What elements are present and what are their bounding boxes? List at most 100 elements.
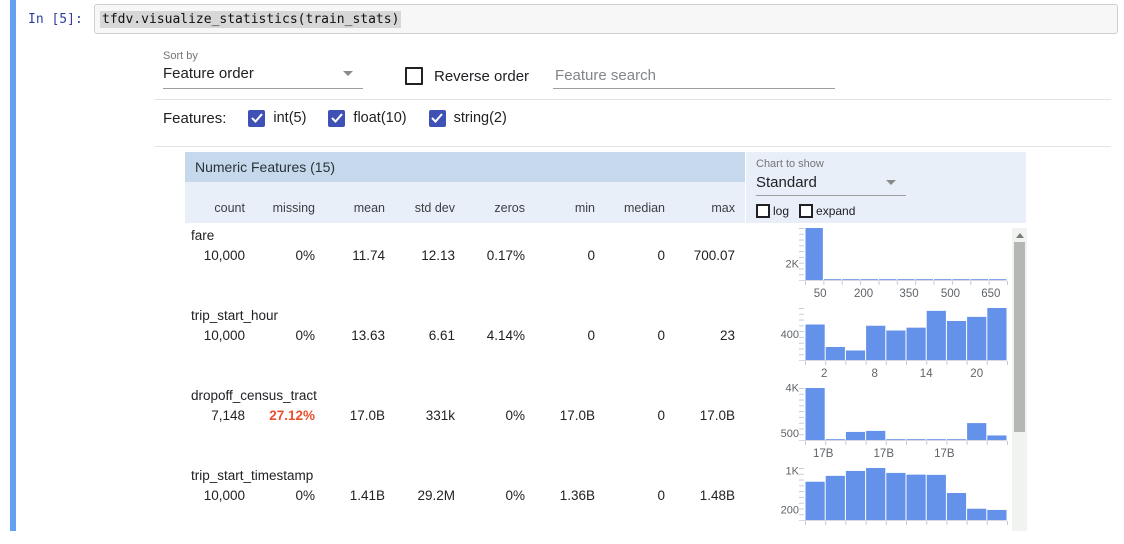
sort-by-label: Sort by [163, 50, 198, 62]
stat-cell-missing: 0% [295, 488, 315, 503]
stat-cell-max: 1.48B [699, 488, 735, 503]
histogram-bar [987, 509, 1007, 520]
histogram-bar [967, 508, 987, 520]
svg-text:650: 650 [981, 288, 1000, 300]
reverse-order-control[interactable]: Reverse order [405, 67, 529, 89]
table-row: dropoff_census_tract 7,148 27.12% 17.0B 331k… [185, 383, 745, 463]
sort-by-dropdown[interactable]: Feature order [163, 65, 363, 89]
filter-int[interactable]: int(5) [248, 109, 307, 127]
stat-cell-mean: 1.41B [349, 488, 385, 503]
column-header-max: max [711, 201, 735, 215]
scrollbar-thumb[interactable] [1014, 242, 1025, 432]
column-header-mean: mean [353, 201, 385, 215]
table-column-headers: count missing mean std dev zeros min median max [185, 182, 745, 223]
filter-float-label: float(10) [353, 110, 407, 126]
stat-cell-max: 17.0B [699, 408, 735, 423]
stat-cell-min: 17.0B [559, 408, 595, 423]
histogram-bar [825, 475, 845, 520]
stat-cell-median: 0 [657, 248, 665, 263]
chart-to-show-panel: Chart to show Standard log expand [746, 152, 1026, 223]
histogram-bar [926, 310, 946, 360]
stat-cell-max: 700.07 [693, 248, 735, 263]
histogram-bar [805, 228, 823, 280]
svg-text:20: 20 [970, 368, 983, 380]
charts-scrollbar[interactable] [1012, 228, 1027, 531]
histogram-trip_start_hour-histogram: 400 2 8 14 20 [781, 308, 1008, 380]
int-checkbox[interactable] [248, 109, 266, 127]
divider [155, 146, 1111, 147]
svg-text:4K: 4K [786, 384, 800, 395]
histogram-bar [915, 279, 934, 280]
selected-cell-indicator [10, 0, 16, 531]
histograms-column: 2K 50 200 350 500 650 400 2 8 14 20 4K 500 17B 17B 17B 1… [763, 224, 1011, 544]
histogram-fare-histogram: 2K 50 200 350 500 650 [786, 228, 1008, 300]
svg-text:17B: 17B [874, 448, 895, 460]
stat-cell-count: 7,148 [211, 408, 245, 423]
filter-string-label: string(2) [453, 110, 507, 126]
histogram-trip_start_timestamp-histogram: 1K 200 [781, 465, 1008, 525]
stat-cell-min: 0 [587, 248, 595, 263]
stat-cell-count: 10,000 [203, 328, 245, 343]
stat-cell-min: 1.36B [559, 488, 595, 503]
arrow-up-icon [1015, 232, 1024, 238]
stat-cell-zeros: 0% [505, 408, 525, 423]
column-header-count: count [214, 201, 245, 215]
svg-text:400: 400 [781, 329, 799, 341]
feature-search-input[interactable] [553, 66, 840, 85]
feature-name: dropoff_census_tract [191, 388, 317, 403]
stat-cell-std-dev: 331k [425, 408, 455, 423]
float-checkbox[interactable] [328, 109, 346, 127]
svg-text:350: 350 [899, 288, 918, 300]
histogram-bar [878, 279, 897, 280]
facets-controls: Sort by Feature order Reverse order Feat… [155, 50, 1111, 147]
scrollbar-up-button[interactable] [1012, 228, 1027, 242]
histogram-bar [970, 279, 989, 280]
histogram-bar [952, 279, 970, 280]
expand-checkbox[interactable] [799, 204, 814, 218]
chart-to-show-label: Chart to show [756, 158, 824, 170]
histogram-bar [987, 308, 1007, 360]
stat-cell-mean: 11.74 [352, 248, 385, 263]
code-cell[interactable]: tfdv.visualize_statistics(train_stats) [94, 4, 1118, 34]
svg-text:2K: 2K [786, 259, 800, 271]
stat-cell-zeros: 0% [505, 488, 525, 503]
histogram-bar [926, 474, 946, 520]
svg-text:200: 200 [854, 288, 873, 300]
histogram-bar [967, 423, 987, 440]
histogram-bar [886, 439, 906, 440]
histogram-bar [860, 279, 878, 280]
svg-text:500: 500 [941, 288, 960, 300]
histogram-dropoff_census_tract-histogram: 4K 500 17B 17B 17B [781, 384, 1008, 460]
histogram-bar [825, 439, 845, 440]
numeric-features-panel: Numeric Features (15) count missing mean st… [185, 152, 745, 543]
expand-label: expand [816, 204, 856, 218]
chevron-down-icon [343, 71, 353, 76]
svg-text:1K: 1K [786, 465, 800, 477]
histogram-bar [906, 327, 926, 360]
reverse-order-checkbox[interactable] [405, 67, 423, 85]
histogram-bar [989, 279, 1007, 280]
table-row: trip_start_hour 10,000 0% 13.63 6.61 4.14% 0 0 2… [185, 303, 745, 383]
svg-text:500: 500 [781, 428, 799, 440]
histogram-bar [805, 324, 825, 360]
numeric-features-title: Numeric Features (15) [195, 159, 336, 175]
code-text[interactable]: tfdv.visualize_statistics(train_stats) [100, 10, 402, 28]
feature-name: fare [191, 228, 215, 243]
string-checkbox[interactable] [428, 109, 446, 127]
histogram-bar [886, 330, 906, 360]
filter-string[interactable]: string(2) [428, 109, 507, 127]
stat-cell-zeros: 4.14% [486, 328, 525, 343]
svg-text:2: 2 [821, 368, 827, 380]
chart-type-dropdown[interactable]: Standard [756, 174, 906, 196]
feature-values: 10,000 0% 13.63 6.61 4.14% 0 0 23 [185, 327, 745, 344]
cell-prompt: In [5]: [28, 12, 83, 27]
stat-cell-max: 23 [719, 328, 735, 343]
stat-cell-mean: 13.63 [351, 328, 385, 343]
histogram-bar [845, 431, 866, 440]
filter-int-label: int(5) [273, 110, 307, 126]
histogram-bar [946, 439, 967, 440]
check-icon [251, 113, 263, 123]
log-checkbox[interactable] [756, 204, 770, 218]
feature-values: 10,000 0% 1.41B 29.2M 0% 1.36B 0 1.48B [185, 487, 745, 504]
filter-float[interactable]: float(10) [328, 109, 407, 127]
